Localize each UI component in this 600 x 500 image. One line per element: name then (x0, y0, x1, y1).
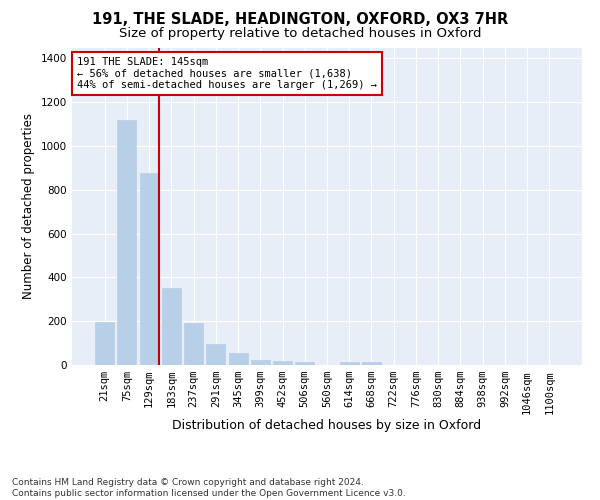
Bar (251, 360, 270, 365)
Bar (362, 362, 381, 365)
Text: Contains HM Land Registry data © Crown copyright and database right 2024.
Contai: Contains HM Land Registry data © Crown c… (12, 478, 406, 498)
Bar (273, 360, 292, 365)
Bar (206, 344, 225, 365)
Bar (140, 172, 158, 365)
Bar (184, 322, 203, 365)
Bar (95, 322, 114, 365)
Bar (162, 288, 181, 365)
Bar (340, 362, 359, 365)
X-axis label: Distribution of detached houses by size in Oxford: Distribution of detached houses by size … (172, 419, 482, 432)
Text: Size of property relative to detached houses in Oxford: Size of property relative to detached ho… (119, 28, 481, 40)
Bar (295, 362, 314, 365)
Bar (229, 353, 248, 365)
Y-axis label: Number of detached properties: Number of detached properties (22, 114, 35, 299)
Text: 191 THE SLADE: 145sqm
← 56% of detached houses are smaller (1,638)
44% of semi-d: 191 THE SLADE: 145sqm ← 56% of detached … (77, 57, 377, 90)
Bar (118, 120, 136, 365)
Text: 191, THE SLADE, HEADINGTON, OXFORD, OX3 7HR: 191, THE SLADE, HEADINGTON, OXFORD, OX3 … (92, 12, 508, 28)
